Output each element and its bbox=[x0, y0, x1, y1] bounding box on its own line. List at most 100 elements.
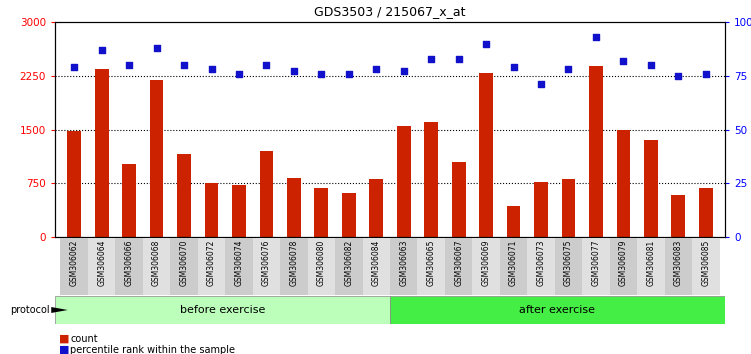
Bar bbox=[500, 238, 527, 295]
Bar bbox=[170, 238, 198, 295]
Point bbox=[645, 62, 657, 68]
Bar bbox=[122, 164, 136, 237]
Point bbox=[425, 56, 437, 61]
Bar bbox=[534, 182, 548, 237]
Bar bbox=[582, 238, 610, 295]
Text: GSM306069: GSM306069 bbox=[481, 240, 490, 286]
Bar bbox=[424, 122, 438, 237]
Point bbox=[315, 71, 327, 76]
Text: protocol: protocol bbox=[10, 305, 50, 315]
Text: GSM306082: GSM306082 bbox=[344, 240, 353, 286]
Text: GSM306067: GSM306067 bbox=[454, 240, 463, 286]
Text: GSM306074: GSM306074 bbox=[234, 240, 243, 286]
Point bbox=[370, 67, 382, 72]
Text: GSM306083: GSM306083 bbox=[674, 240, 683, 286]
Bar bbox=[68, 131, 81, 237]
Bar bbox=[617, 130, 630, 237]
Bar bbox=[390, 238, 418, 295]
Bar bbox=[95, 69, 109, 237]
Bar bbox=[177, 154, 191, 237]
Bar bbox=[198, 238, 225, 295]
Text: GSM306066: GSM306066 bbox=[125, 240, 134, 286]
Text: GSM306064: GSM306064 bbox=[97, 240, 106, 286]
Text: GSM306073: GSM306073 bbox=[536, 240, 545, 286]
Point bbox=[453, 56, 465, 61]
Bar bbox=[342, 193, 356, 237]
Text: GSM306065: GSM306065 bbox=[427, 240, 436, 286]
Bar bbox=[445, 238, 472, 295]
Bar bbox=[369, 179, 383, 237]
Point bbox=[535, 81, 547, 87]
Bar bbox=[205, 183, 219, 237]
Bar bbox=[363, 238, 390, 295]
Point bbox=[151, 45, 163, 51]
Bar bbox=[55, 296, 390, 324]
Bar bbox=[308, 238, 335, 295]
Bar bbox=[390, 296, 725, 324]
Bar bbox=[671, 195, 685, 237]
Bar bbox=[232, 185, 246, 237]
Text: GSM306070: GSM306070 bbox=[179, 240, 189, 286]
Bar bbox=[692, 238, 719, 295]
Bar bbox=[507, 206, 520, 237]
Bar bbox=[116, 238, 143, 295]
Text: ■: ■ bbox=[59, 333, 69, 343]
Text: GSM306079: GSM306079 bbox=[619, 240, 628, 286]
Bar bbox=[252, 238, 280, 295]
Polygon shape bbox=[51, 307, 68, 313]
Point bbox=[261, 62, 273, 68]
Text: ■: ■ bbox=[59, 345, 69, 354]
Point bbox=[206, 67, 218, 72]
Bar bbox=[143, 238, 170, 295]
Bar bbox=[479, 73, 493, 237]
Text: GSM306080: GSM306080 bbox=[317, 240, 326, 286]
Text: GSM306072: GSM306072 bbox=[207, 240, 216, 286]
Point bbox=[288, 69, 300, 74]
Point bbox=[508, 64, 520, 70]
Text: before exercise: before exercise bbox=[179, 305, 265, 315]
Text: GSM306084: GSM306084 bbox=[372, 240, 381, 286]
Text: after exercise: after exercise bbox=[520, 305, 596, 315]
Bar bbox=[637, 238, 665, 295]
Point bbox=[342, 71, 354, 76]
Bar bbox=[280, 238, 308, 295]
Text: GSM306075: GSM306075 bbox=[564, 240, 573, 286]
Bar bbox=[287, 178, 300, 237]
Bar bbox=[88, 238, 116, 295]
Text: GSM306076: GSM306076 bbox=[262, 240, 271, 286]
Text: GSM306078: GSM306078 bbox=[289, 240, 298, 286]
Bar bbox=[452, 162, 466, 237]
Bar bbox=[315, 188, 328, 237]
Text: GDS3503 / 215067_x_at: GDS3503 / 215067_x_at bbox=[314, 5, 466, 18]
Text: GSM306062: GSM306062 bbox=[70, 240, 79, 286]
Bar bbox=[61, 238, 88, 295]
Point bbox=[590, 34, 602, 40]
Text: GSM306085: GSM306085 bbox=[701, 240, 710, 286]
Bar bbox=[527, 238, 555, 295]
Point bbox=[123, 62, 135, 68]
Point bbox=[95, 47, 107, 53]
Bar bbox=[562, 179, 575, 237]
Bar bbox=[665, 238, 692, 295]
Point bbox=[700, 71, 712, 76]
Text: count: count bbox=[70, 333, 98, 343]
Point bbox=[672, 73, 684, 79]
Bar bbox=[472, 238, 500, 295]
Bar bbox=[610, 238, 637, 295]
Point bbox=[398, 69, 410, 74]
Bar bbox=[260, 151, 273, 237]
Text: GSM306071: GSM306071 bbox=[509, 240, 518, 286]
Point bbox=[480, 41, 492, 46]
Point bbox=[233, 71, 245, 76]
Point bbox=[562, 67, 575, 72]
Bar bbox=[699, 188, 713, 237]
Bar bbox=[335, 238, 363, 295]
Bar bbox=[555, 238, 582, 295]
Bar bbox=[225, 238, 252, 295]
Point bbox=[68, 64, 80, 70]
Text: GSM306081: GSM306081 bbox=[647, 240, 656, 286]
Text: GSM306068: GSM306068 bbox=[152, 240, 161, 286]
Bar bbox=[149, 80, 164, 237]
Point bbox=[178, 62, 190, 68]
Bar bbox=[589, 67, 603, 237]
